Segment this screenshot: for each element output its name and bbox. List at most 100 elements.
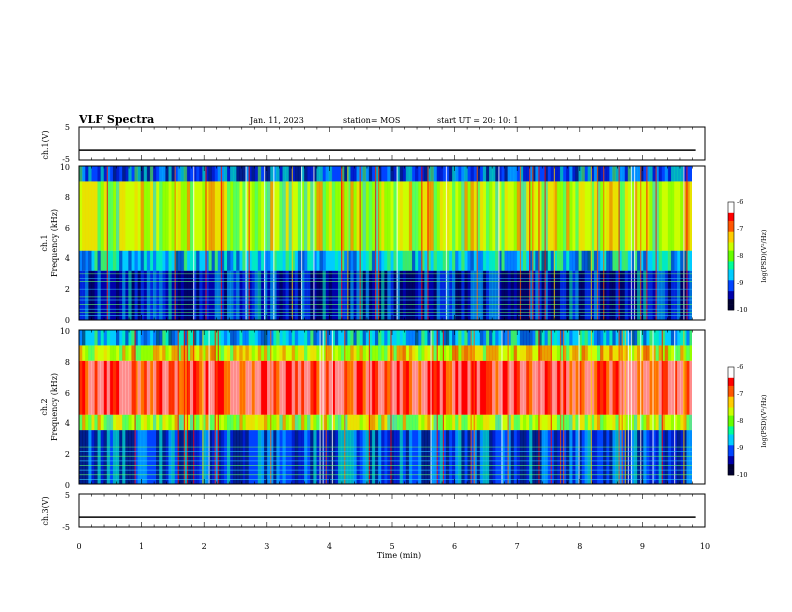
ch2-cb-swatch-28 <box>728 442 734 446</box>
ch1-cb-swatch-23 <box>728 264 734 268</box>
ch2-spec-cell-153-1 <box>550 414 555 431</box>
ch2-spec-cell-70-0 <box>294 430 299 484</box>
time-xtick-10: 10 <box>700 542 710 551</box>
ch1-spec-cell-74-0 <box>307 270 311 320</box>
ch1-spec-cell-86-2 <box>344 181 348 251</box>
ch2-spec-cell-35-4 <box>186 330 191 346</box>
ch2-spec-cell-26-2 <box>159 360 163 415</box>
ch2-spec-cell-31-2 <box>174 360 179 415</box>
ch2-spec-cell-7-2 <box>100 360 105 415</box>
ch2-spec-cell-119-3 <box>445 345 450 361</box>
ch1-spec-sferic-187 <box>655 166 657 320</box>
ch1-spec-cell-83-3 <box>334 166 339 182</box>
ch1-spec-cell-40-3 <box>202 166 206 182</box>
ch1-spec-cell-70-2 <box>294 181 299 251</box>
ch2-spec-cell-70-4 <box>294 330 299 346</box>
ch2-spec-cell-46-3 <box>220 345 225 361</box>
ch1-spec-cell-36-3 <box>189 166 194 182</box>
ch1-spec-cell-197-2 <box>686 181 690 251</box>
ch1-spec-cell-84-3 <box>337 166 342 182</box>
ch1-spec-cell-114-1 <box>430 250 434 271</box>
ch1-spec-cell-96-0 <box>374 270 379 320</box>
ch2-spec-cell-15-3 <box>125 345 129 361</box>
ch1-spec-cell-149-3 <box>538 166 542 182</box>
ch2-spec-cell-182-3 <box>640 345 644 361</box>
ch2-spec-cell-113-0 <box>427 430 431 484</box>
ch1-spec-cell-100-3 <box>387 166 391 182</box>
ch1-spec-cell-54-1 <box>245 250 249 271</box>
ch1-cb-swatch-30 <box>728 283 734 286</box>
ch1-spec-cell-52-3 <box>239 166 243 182</box>
ch2-ytick-8: 8 <box>65 358 70 367</box>
ch2-spec-cell-115-1 <box>433 414 438 431</box>
ch2-spec-cell-119-1 <box>445 414 450 431</box>
ch1-spec-cell-158-3 <box>566 166 570 182</box>
ch2-spec-cell-60-4 <box>263 330 268 346</box>
ch1-spec-cell-151-3 <box>544 166 549 182</box>
ch2-spec-cell-131-1 <box>482 414 487 431</box>
ch2-spec-cell-41-0 <box>205 430 209 484</box>
ch2-spec-cell-112-3 <box>424 345 428 361</box>
ch2-spec-cell-83-0 <box>334 430 339 484</box>
ch1-spec-cell-106-1 <box>405 250 410 271</box>
ch1-spec-sferic-182 <box>640 166 642 320</box>
ch2-spec-cell-88-2 <box>350 360 354 415</box>
ch2-spec-cell-34-3 <box>183 345 188 361</box>
ch1-spec-cell-187-1 <box>655 250 660 271</box>
ch1-spec-cell-27-2 <box>162 181 166 251</box>
ch1-spec-sferic-37 <box>193 166 195 320</box>
ch1-spec-cell-77-1 <box>316 250 320 271</box>
ch1-cb-swatch-10 <box>728 229 734 232</box>
ch2-spec-cell-135-2 <box>495 360 499 415</box>
ch2-spec-cell-177-1 <box>624 414 629 431</box>
ch1-spec-cell-111-2 <box>421 181 425 251</box>
ch2-spec-cell-156-1 <box>559 414 564 431</box>
ch2-spec-cell-34-4 <box>183 330 188 346</box>
ch2-spec-cell-77-0 <box>316 430 320 484</box>
ch2-spec-cell-62-4 <box>270 330 274 346</box>
ch2-spec-cell-158-4 <box>566 330 570 346</box>
ch2-spec-cell-72-2 <box>300 360 305 415</box>
ch1-spec-cell-24-0 <box>152 270 157 320</box>
ch1-spec-cell-140-1 <box>510 250 515 271</box>
ch2-spec-cell-175-4 <box>618 330 623 346</box>
ch2-spec-cell-0-4 <box>79 330 83 346</box>
ch2-spec-cell-139-4 <box>507 330 512 346</box>
ch2-spec-cell-170-2 <box>603 360 607 415</box>
ch2-spec-cell-191-1 <box>667 414 672 431</box>
ch2-spec-cell-160-0 <box>572 430 576 484</box>
ch1-spec-cell-101-1 <box>390 250 394 271</box>
ch1-spec-cell-117-3 <box>439 166 444 182</box>
ch2-spec-cell-145-0 <box>526 430 530 484</box>
ch1-spec-cell-166-2 <box>590 181 595 251</box>
ch1-spec-cell-15-1 <box>125 250 129 271</box>
ch1-spec-cell-3-3 <box>88 166 92 182</box>
ch2-spec-cell-169-1 <box>600 414 604 431</box>
ch2-channel-label: ch.2 <box>40 398 49 415</box>
ch1-spec-cell-28-2 <box>165 181 169 251</box>
ch2-spec-cell-163-1 <box>581 414 586 431</box>
ch1-spec-cell-118-3 <box>442 166 447 182</box>
ch2-spec-cell-165-1 <box>587 414 592 431</box>
ch2-spec-cell-5-0 <box>94 430 98 484</box>
ch2-spec-cell-42-4 <box>208 330 212 346</box>
ch2-spec-cell-105-1 <box>402 414 407 431</box>
ch1-spec-cell-60-1 <box>263 250 268 271</box>
ch2-spec-cell-124-4 <box>461 330 465 346</box>
ch1-spec-cell-142-3 <box>516 166 521 182</box>
ch2-spec-cell-121-3 <box>452 345 456 361</box>
ch1-spec-cell-107-2 <box>408 181 413 251</box>
ch1-spec-cell-194-2 <box>677 181 681 251</box>
ch1-spec-cell-12-2 <box>115 181 120 251</box>
ch1-spec-cell-23-0 <box>149 270 154 320</box>
ch1-spec-cell-41-1 <box>205 250 209 271</box>
ch2-spec-cell-185-0 <box>649 430 653 484</box>
ch1-spec-cell-165-0 <box>587 270 592 320</box>
ch1-spec-cell-181-1 <box>637 250 641 271</box>
ch1-spec-sferic-149 <box>538 166 540 320</box>
ch2-spec-cell-183-4 <box>643 330 647 346</box>
ch2-spec-cell-61-2 <box>267 360 271 415</box>
ch1-spec-cell-37-3 <box>193 166 197 182</box>
ch1-spec-cell-40-1 <box>202 250 206 271</box>
ch2-spec-cell-17-0 <box>131 430 135 484</box>
